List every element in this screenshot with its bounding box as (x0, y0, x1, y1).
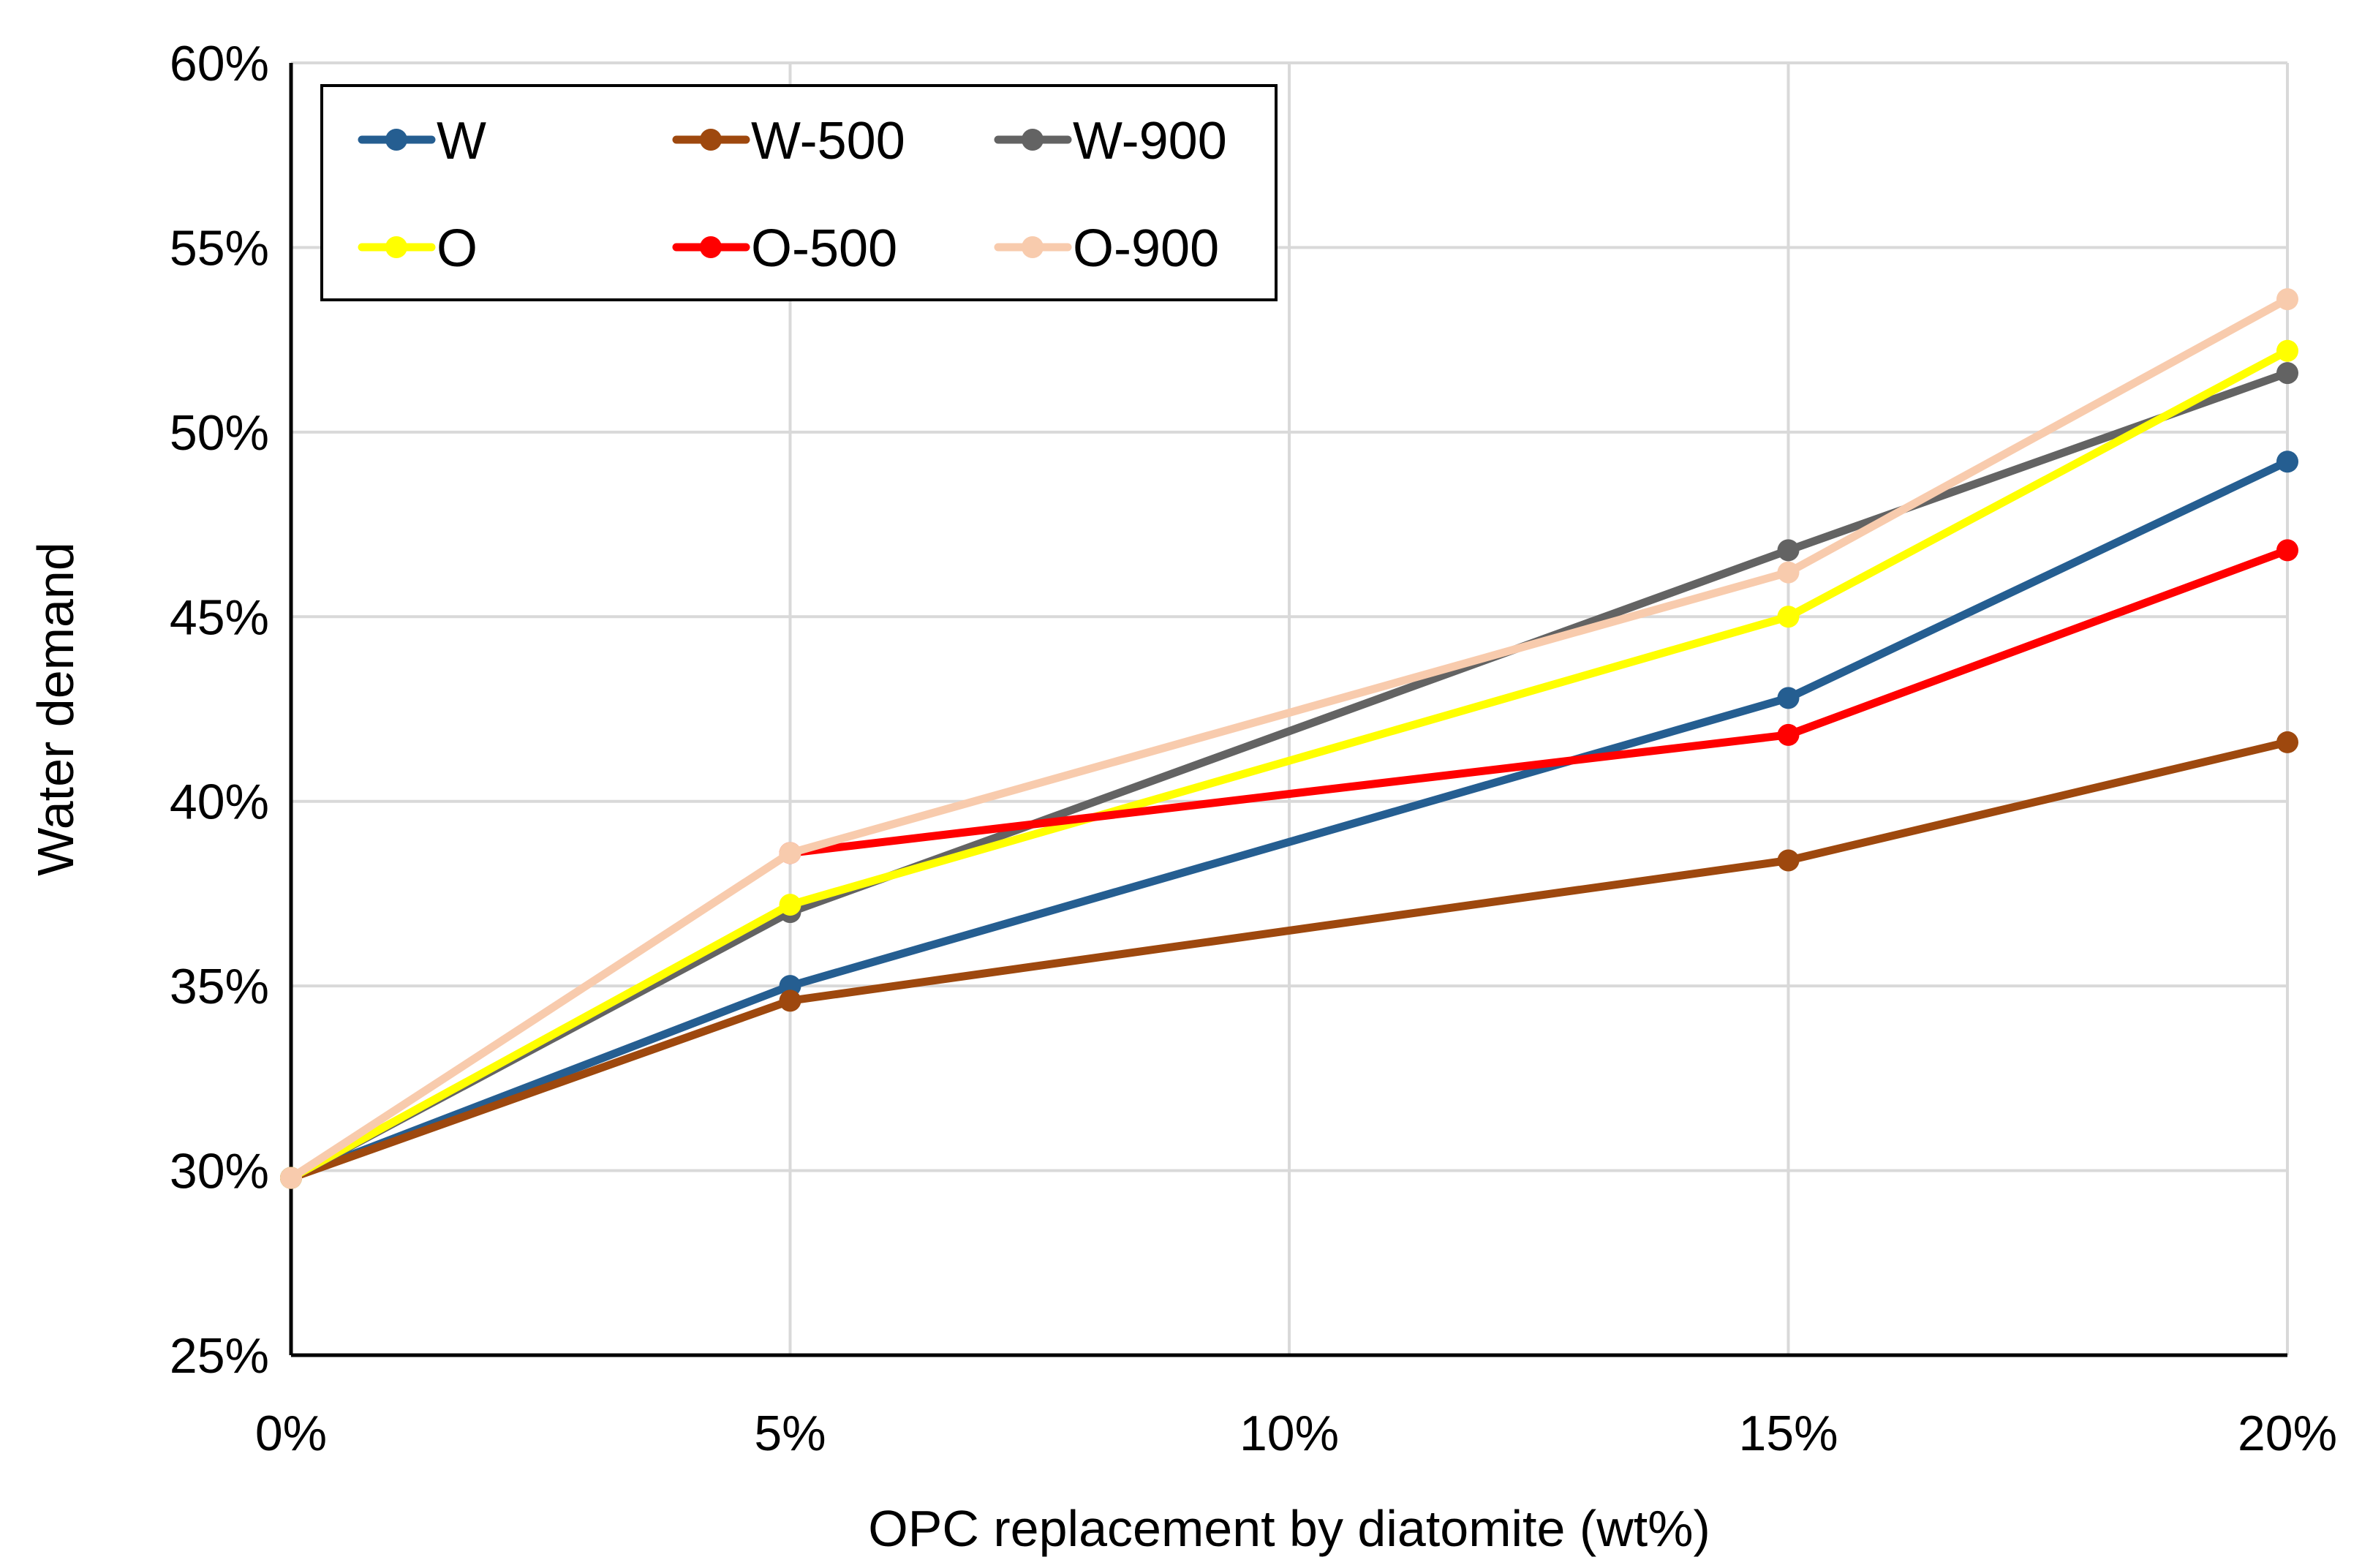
legend-label: W (437, 112, 486, 170)
series-line-w (287, 457, 2292, 1183)
data-point-o-500 (2276, 539, 2298, 562)
y-tick-label: 50% (170, 405, 269, 461)
y-tick-label: 45% (170, 589, 269, 645)
data-point-w (1777, 687, 1800, 709)
series-line-o-500 (786, 546, 2292, 857)
data-point-o-900 (280, 1166, 302, 1189)
y-tick-label: 30% (170, 1144, 269, 1199)
x-tick-label: 0% (255, 1406, 327, 1461)
x-tick-label: 10% (1240, 1406, 1339, 1461)
series-line-o (287, 347, 2292, 1183)
x-tick-label: 5% (754, 1406, 826, 1461)
legend-label: O-900 (1073, 219, 1219, 278)
data-point-o-500 (1777, 723, 1800, 746)
legend-label: W-500 (751, 112, 905, 170)
data-point-o-900 (779, 842, 801, 864)
legend-label: O-500 (751, 219, 897, 278)
y-tick-label: 25% (170, 1328, 269, 1384)
x-axis-title: OPC replacement by diatomite (wt%) (868, 1500, 1710, 1557)
y-tick-label: 40% (170, 774, 269, 830)
data-point-o (2276, 339, 2298, 362)
data-point-w-500 (1777, 849, 1800, 872)
data-point-w-900 (2276, 362, 2298, 385)
data-point-o (1777, 606, 1800, 628)
legend: W W-500 W-900 O O-500 O-900 (320, 84, 1278, 301)
y-tick-label: 60% (170, 36, 269, 91)
legend-swatch-marker (385, 129, 407, 151)
tick-labels: 25% 30% 35% 40% 45% 50% 55% 60% 0% 5% 10% 15% 20% (170, 36, 2337, 1461)
y-tick-label: 35% (170, 959, 269, 1014)
legend-swatch-marker (700, 236, 722, 258)
data-point-w (2276, 451, 2298, 473)
data-point-o-900 (2276, 288, 2298, 311)
data-point-w-500 (779, 990, 801, 1012)
legend-swatch-marker (1022, 129, 1044, 151)
y-axis-title: Water demand (27, 542, 84, 876)
legend-swatch-marker (1022, 236, 1044, 258)
data-point-o (779, 894, 801, 916)
x-tick-label: 15% (1738, 1406, 1838, 1461)
series-lines (280, 288, 2298, 1189)
series-line-w-500 (287, 738, 2292, 1183)
data-point-w-500 (2276, 731, 2298, 753)
axes (289, 63, 2287, 1357)
y-tick-label: 55% (170, 220, 269, 276)
x-tick-label: 20% (2238, 1406, 2337, 1461)
legend-label: W-900 (1073, 112, 1227, 170)
legend-swatch-marker (700, 129, 722, 151)
series-line-o-900 (287, 295, 2292, 1183)
data-point-o-900 (1777, 561, 1800, 584)
legend-swatch-marker (385, 236, 407, 258)
data-point-w-900 (1777, 539, 1800, 562)
legend-box (320, 84, 1278, 301)
legend-label: O (437, 219, 478, 278)
